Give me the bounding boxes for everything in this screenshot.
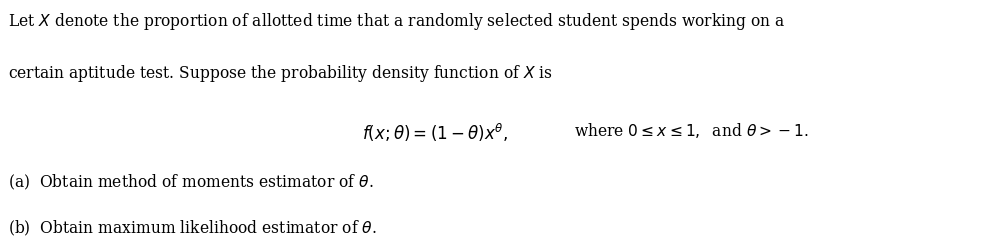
Text: Let $X$ denote the proportion of allotted time that a randomly selected student : Let $X$ denote the proportion of allotte… [8,11,785,32]
Text: (b)  Obtain maximum likelihood estimator of $\theta$.: (b) Obtain maximum likelihood estimator … [8,219,376,238]
Text: where $0 \leq x \leq 1,\;$ and $\theta > -1.$: where $0 \leq x \leq 1,\;$ and $\theta >… [574,121,808,140]
Text: $f(x;\theta) = (1-\theta)x^{\theta},$: $f(x;\theta) = (1-\theta)x^{\theta},$ [362,121,508,144]
Text: certain aptitude test. Suppose the probability density function of $X$ is: certain aptitude test. Suppose the proba… [8,63,552,84]
Text: (a)  Obtain method of moments estimator of $\theta$.: (a) Obtain method of moments estimator o… [8,173,373,192]
